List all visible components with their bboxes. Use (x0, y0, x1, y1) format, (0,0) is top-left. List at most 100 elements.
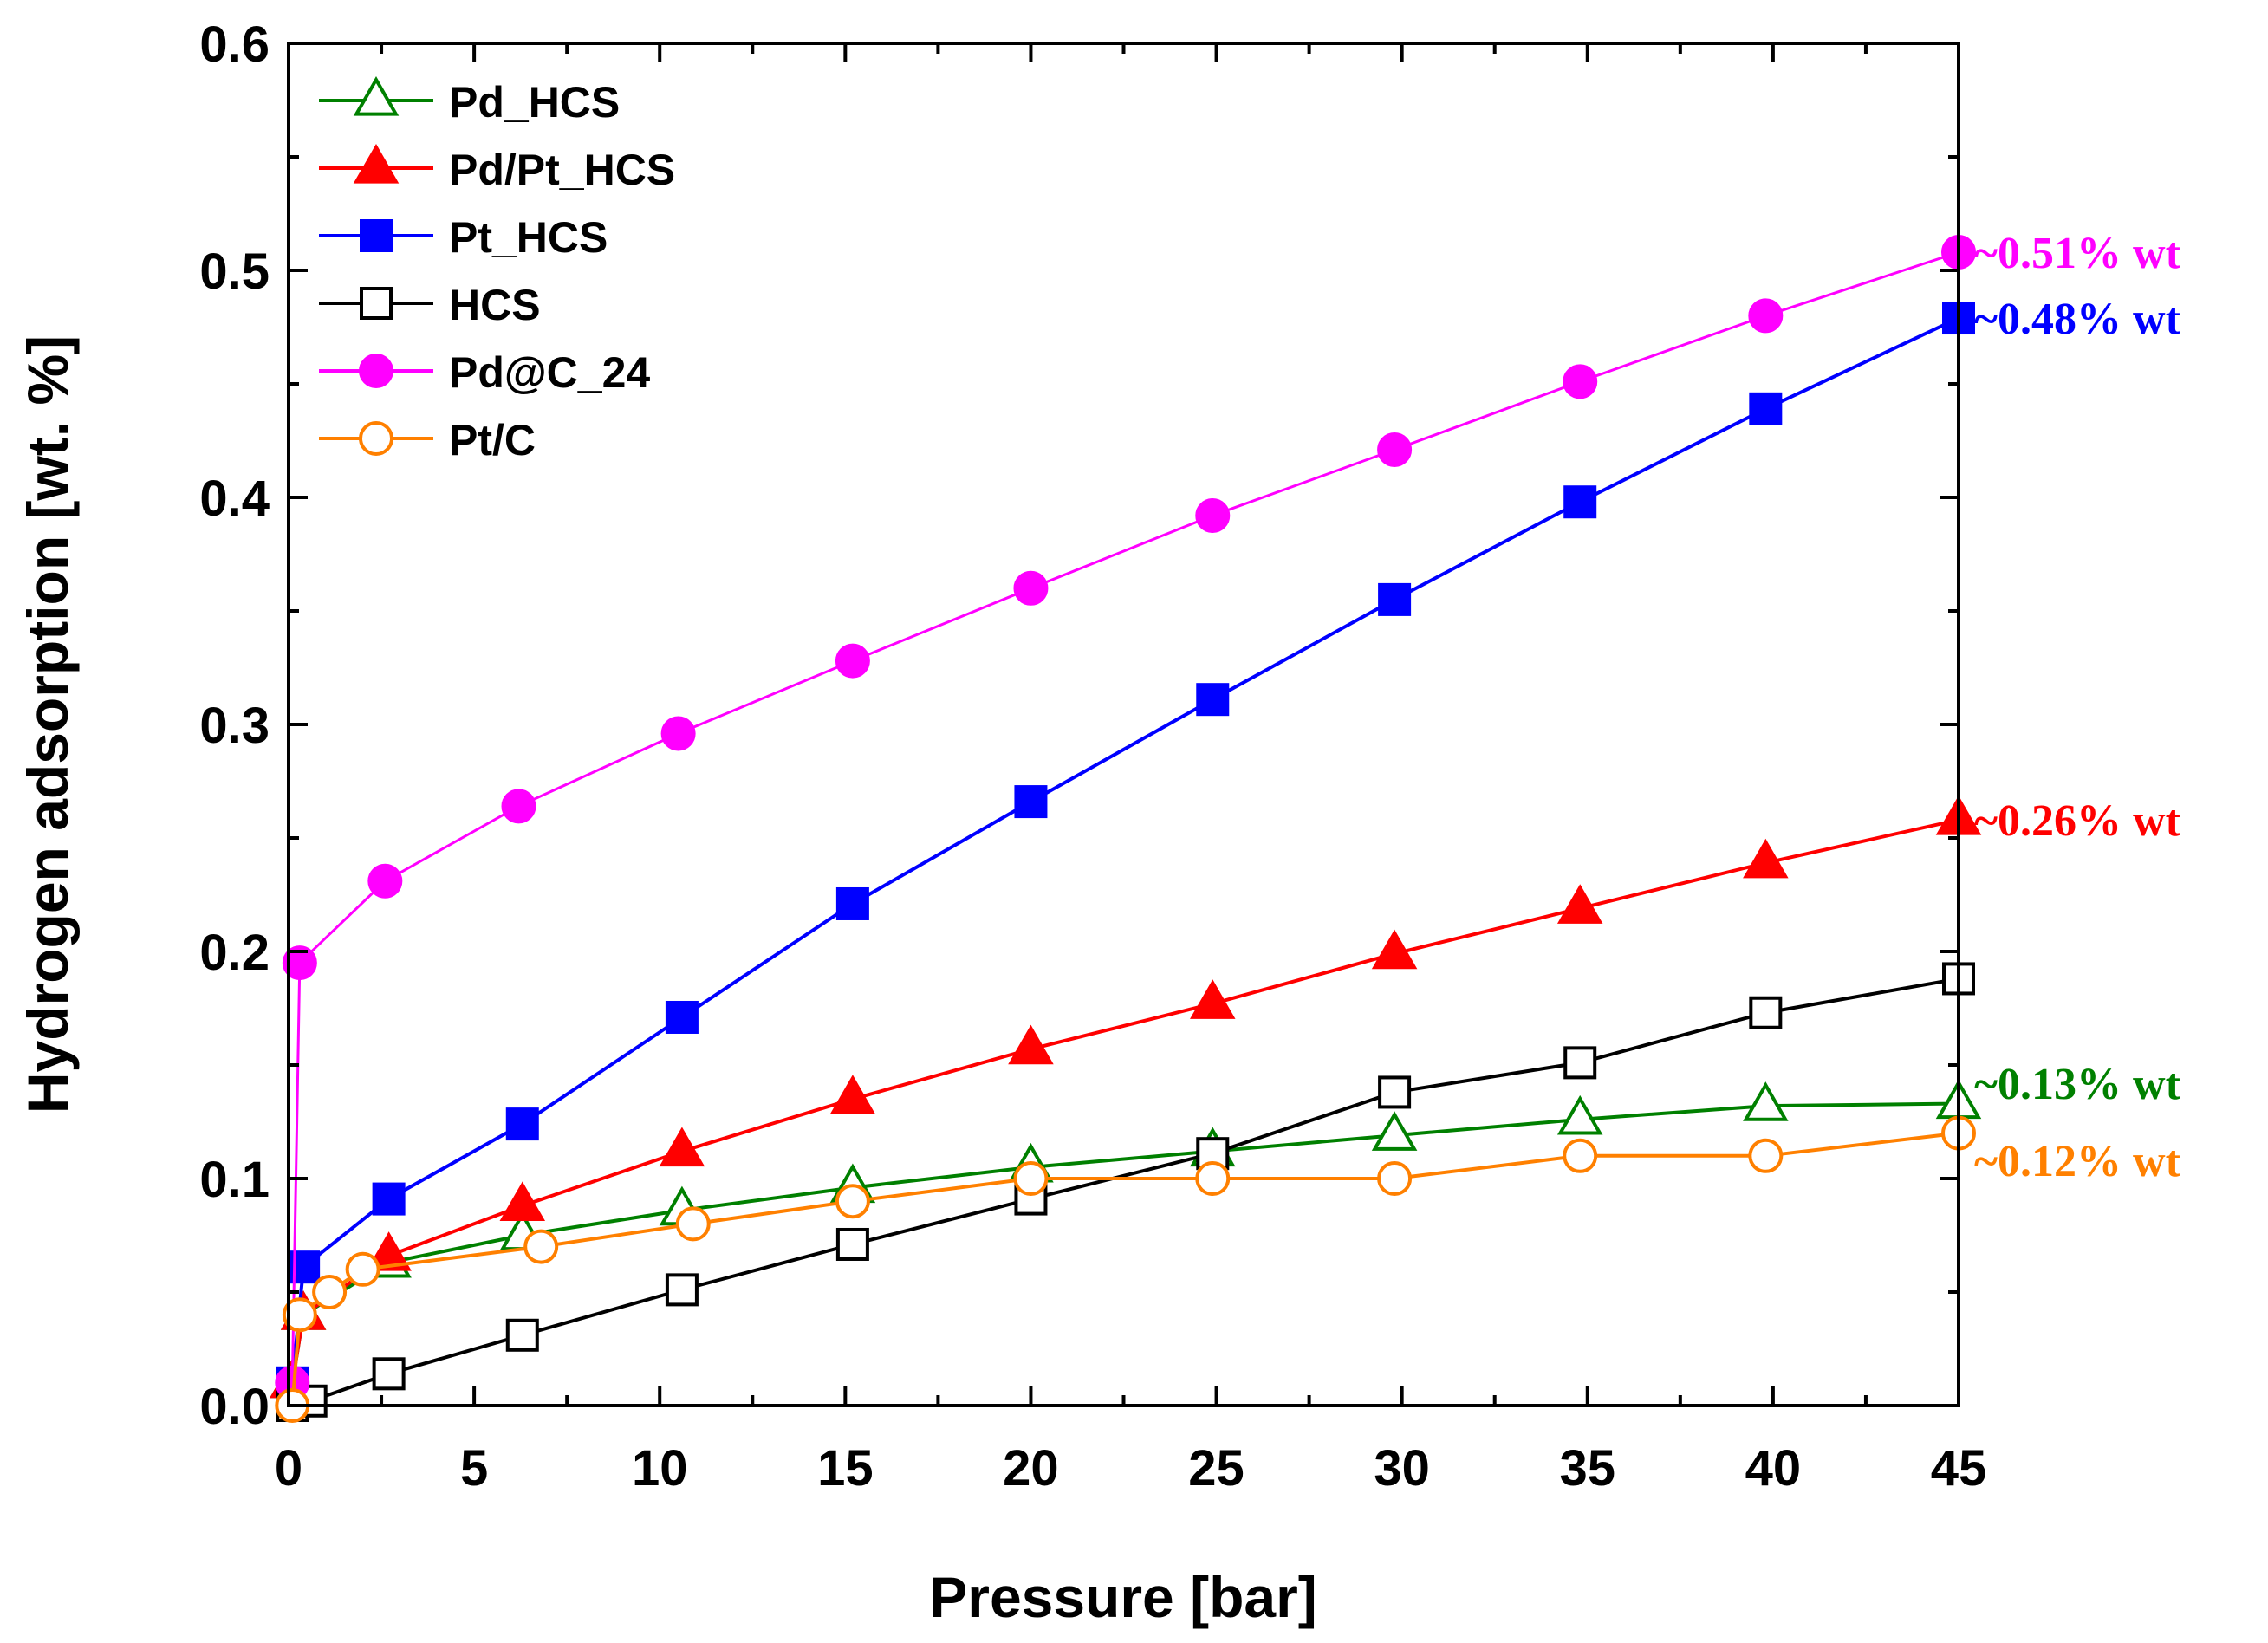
legend-item-pt-c: Pt/C (319, 416, 536, 464)
data-point-pd-c-24 (1013, 570, 1049, 606)
y-tick-label: 0.3 (199, 698, 270, 754)
data-point-pt-c (282, 1297, 317, 1333)
data-point-pd-c-24 (1563, 364, 1598, 399)
data-point-pt-c (1377, 1161, 1413, 1196)
x-tick-label: 0 (275, 1440, 302, 1497)
data-point-pd-pt-hcs (366, 1231, 412, 1271)
data-point-hcs (1749, 996, 1783, 1029)
legend-label: Pd@C_24 (449, 348, 650, 397)
data-point-hcs (835, 1227, 869, 1261)
data-point-pt-c (1013, 1161, 1049, 1196)
x-tick-label: 25 (1188, 1440, 1244, 1497)
legend-marker (353, 143, 400, 184)
legend: Pd_HCS Pd/Pt_HCS Pt_HCS HCS Pd@C_24 Pt/C (319, 75, 675, 464)
legend-marker (360, 287, 393, 320)
y-tick-label: 0.4 (199, 471, 270, 527)
legend-marker (360, 219, 393, 252)
x-tick-label: 35 (1560, 1440, 1616, 1497)
legend-label: Pd/Pt_HCS (449, 146, 675, 194)
x-tick-label: 10 (632, 1440, 688, 1497)
series-line-pt-hcs (290, 316, 1959, 1383)
data-point-pd-c-24 (1748, 298, 1784, 334)
data-point-pd-pt-hcs (1556, 884, 1603, 924)
data-point-pd-c-24 (367, 863, 403, 899)
y-tick-label: 0.6 (199, 16, 270, 73)
legend-label: HCS (449, 281, 541, 329)
legend-item-hcs: HCS (319, 281, 541, 329)
data-point-pt-hcs (1196, 683, 1230, 717)
data-point-hcs (1563, 1046, 1597, 1080)
data-point-pd-hcs (1371, 1111, 1418, 1151)
x-tick-label: 40 (1745, 1440, 1802, 1497)
series-pd-pt-hcs (270, 796, 1982, 1399)
x-tick-label: 5 (460, 1440, 488, 1497)
legend-item-pd-c-24: Pd@C_24 (319, 348, 650, 397)
data-point-pt-c (312, 1275, 348, 1309)
annotations: ~0.51% wt ~0.48% wt ~0.26% wt ~0.13% wt ~0.1… (1974, 229, 2181, 1186)
y-tick-label: 0.1 (199, 1152, 270, 1208)
value-annotation: ~0.51% wt (1974, 229, 2181, 278)
legend-marker (353, 75, 400, 116)
legend-item-pd-pt-hcs: Pd/Pt_HCS (319, 143, 675, 194)
value-annotation: ~0.48% wt (1974, 295, 2181, 344)
data-point-pd-pt-hcs (1008, 1024, 1054, 1065)
data-point-pd-pt-hcs (1190, 979, 1236, 1019)
x-tick-label: 45 (1931, 1440, 1987, 1497)
data-point-pt-c (835, 1184, 870, 1219)
data-point-pd-pt-hcs (829, 1075, 876, 1114)
data-point-pd-c-24 (501, 789, 536, 824)
data-point-pd-pt-hcs (499, 1181, 546, 1222)
series-line-pd-c-24 (290, 250, 1959, 1383)
data-point-pt-hcs (372, 1182, 406, 1216)
series-pd-c-24 (275, 235, 1976, 1400)
data-point-pt-hcs (1378, 582, 1412, 616)
data-point-pt-hcs (1749, 392, 1783, 425)
data-point-pd-pt-hcs (1743, 838, 1789, 879)
data-point-hcs (1378, 1075, 1412, 1109)
axis-ticks (287, 42, 1960, 1407)
legend-item-pd-hcs: Pd_HCS (319, 75, 620, 127)
data-point-pt-c (1748, 1138, 1784, 1173)
value-annotation: ~0.26% wt (1974, 796, 2181, 846)
data-point-pt-c (523, 1229, 559, 1264)
data-point-pd-c-24 (1377, 432, 1413, 467)
series-hcs (276, 962, 1975, 1422)
data-point-pd-c-24 (835, 643, 870, 679)
tick-labels: 0 5 10 15 20 25 30 35 40 45 0.0 0.1 0.2 0.3 0.4 0.5 0.6 (199, 16, 1986, 1497)
data-point-pd-pt-hcs (1371, 929, 1418, 970)
data-point-hcs (665, 1273, 699, 1307)
data-point-pt-hcs (1014, 785, 1048, 819)
data-point-pt-hcs (505, 1107, 539, 1141)
legend-item-pt-hcs: Pt_HCS (319, 213, 608, 262)
legend-label: Pt_HCS (449, 213, 608, 262)
y-tick-label: 0.2 (199, 925, 270, 981)
series-line-hcs (291, 977, 1959, 1407)
legend-label: Pd_HCS (449, 78, 620, 127)
data-point-pd-hcs (1556, 1094, 1603, 1135)
data-point-hcs (372, 1357, 406, 1391)
y-tick-label: 0.0 (199, 1379, 270, 1435)
x-tick-label: 30 (1374, 1440, 1430, 1497)
series-layer (270, 235, 1982, 1423)
y-axis-title: Hydrogen adsorption [wt. %] (16, 335, 80, 1114)
data-point-pt-hcs (1563, 485, 1597, 519)
data-point-hcs (505, 1318, 539, 1352)
data-point-pd-c-24 (282, 945, 317, 981)
legend-label: Pt/C (449, 416, 536, 464)
legend-marker (359, 421, 393, 456)
x-tick-label: 20 (1003, 1440, 1059, 1497)
data-point-pd-hcs (1743, 1081, 1789, 1121)
data-point-pd-pt-hcs (659, 1127, 705, 1167)
legend-marker (359, 354, 393, 388)
value-annotation: ~0.12% wt (1974, 1137, 2181, 1186)
data-point-pt-hcs (665, 1000, 699, 1034)
data-point-pt-c (1563, 1138, 1598, 1173)
y-tick-label: 0.5 (199, 244, 270, 300)
data-point-pt-c (1195, 1161, 1231, 1196)
data-point-pt-c (345, 1251, 380, 1287)
data-point-pt-hcs (835, 886, 869, 920)
data-point-pd-c-24 (660, 716, 696, 751)
value-annotation: ~0.13% wt (1974, 1060, 2181, 1109)
data-point-pd-c-24 (1195, 497, 1231, 533)
